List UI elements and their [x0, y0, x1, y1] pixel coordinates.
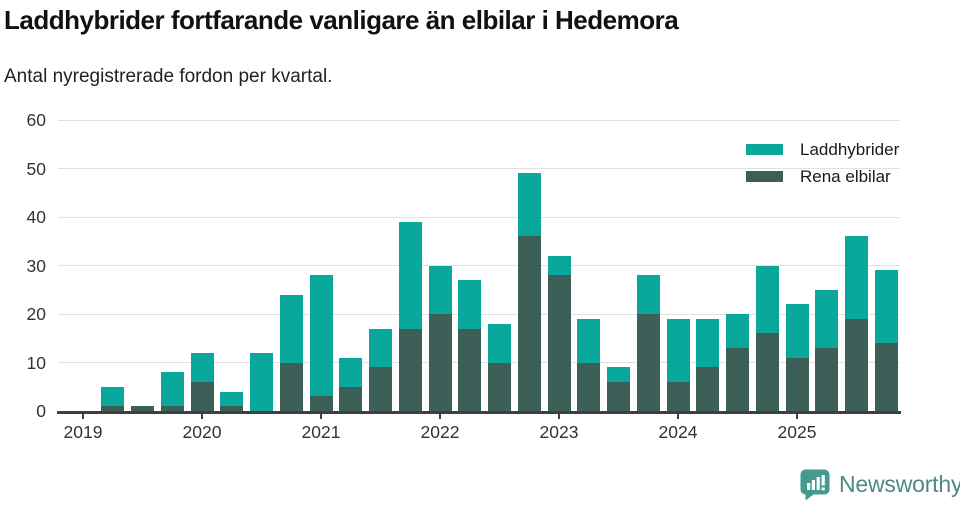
- chart-subtitle: Antal nyregistrerade fordon per kvartal.: [4, 66, 333, 87]
- bar-2024-q4-laddhybrider: [755, 265, 779, 334]
- x-tick-label-2022: 2022: [420, 422, 460, 442]
- bar-2023-q1-laddhybrider: [547, 255, 571, 276]
- bar-2022-q3-rena-elbilar: [488, 362, 511, 411]
- bar-2020-q3-laddhybrider: [250, 352, 273, 411]
- legend: Laddhybrider Rena elbilar: [746, 136, 899, 190]
- plot-area: [58, 110, 900, 411]
- bar-2019-q3-rena-elbilar: [131, 406, 154, 411]
- y-tick-label-30: 30: [26, 255, 46, 276]
- bar-2019-q2-laddhybrider: [101, 386, 125, 407]
- legend-item-laddhybrider: Laddhybrider: [746, 136, 899, 163]
- x-tick-2024: [677, 413, 679, 419]
- bar-2020-q1-rena-elbilar: [190, 381, 214, 411]
- bar-2022-q4-laddhybrider: [517, 173, 541, 237]
- bar-2020-q2-laddhybrider: [220, 391, 244, 407]
- bar-2024-q4-rena-elbilar: [755, 333, 779, 411]
- bar-2023-q3-rena-elbilar: [607, 381, 630, 411]
- gridline-30: [58, 265, 900, 267]
- y-tick-label-20: 20: [26, 304, 46, 325]
- bar-2025-q2-rena-elbilar: [815, 347, 839, 411]
- legend-swatch-laddhybrider: [746, 144, 783, 155]
- x-tick-label-2025: 2025: [777, 422, 817, 442]
- bar-2022-q2-rena-elbilar: [458, 328, 482, 411]
- bar-2021-q3-laddhybrider: [369, 328, 392, 368]
- legend-label-laddhybrider: Laddhybrider: [800, 139, 900, 159]
- bar-2021-q4-rena-elbilar: [398, 328, 422, 411]
- gridline-40: [58, 216, 900, 218]
- bar-2023-q3-laddhybrider: [607, 367, 630, 382]
- x-tick-label-2021: 2021: [301, 422, 341, 442]
- bar-2022-q1-rena-elbilar: [428, 314, 452, 411]
- bar-2020-q4-rena-elbilar: [279, 362, 303, 411]
- bar-2022-q4-rena-elbilar: [517, 236, 541, 411]
- y-tick-label-60: 60: [26, 110, 46, 131]
- x-tick-2020: [201, 413, 203, 419]
- x-tick-label-2023: 2023: [539, 422, 579, 442]
- bar-2025-q1-rena-elbilar: [785, 357, 809, 411]
- bar-2024-q2-rena-elbilar: [696, 367, 720, 411]
- bar-2022-q1-laddhybrider: [428, 265, 452, 315]
- brand-footer[interactable]: Newsworthy: [799, 468, 960, 500]
- bar-2021-q1-laddhybrider: [309, 275, 333, 397]
- bar-2023-q1-rena-elbilar: [547, 275, 571, 411]
- legend-swatch-rena-elbilar: [746, 171, 783, 182]
- bar-2025-q2-laddhybrider: [815, 289, 839, 348]
- brand-name: Newsworthy: [839, 470, 960, 497]
- bar-2021-q4-laddhybrider: [398, 221, 422, 329]
- chart-title: Laddhybrider fortfarande vanligare än el…: [4, 5, 679, 35]
- gridline-50: [58, 168, 900, 170]
- x-tick-label-2019: 2019: [63, 422, 103, 442]
- bar-2021-q1-rena-elbilar: [309, 396, 333, 411]
- gridline-60: [58, 119, 900, 121]
- bar-2024-q2-laddhybrider: [696, 318, 720, 368]
- bar-2022-q2-laddhybrider: [458, 280, 482, 329]
- bar-2019-q4-rena-elbilar: [160, 406, 184, 411]
- x-tick-label-2020: 2020: [182, 422, 222, 442]
- bar-2020-q2-rena-elbilar: [220, 406, 244, 411]
- legend-label-rena-elbilar: Rena elbilar: [800, 166, 891, 186]
- legend-item-rena-elbilar: Rena elbilar: [746, 163, 899, 190]
- x-tick-2022: [439, 413, 441, 419]
- bar-2025-q3-laddhybrider: [845, 236, 868, 319]
- bar-2023-q2-rena-elbilar: [577, 362, 601, 411]
- bar-2020-q1-laddhybrider: [190, 352, 214, 382]
- x-tick-2021: [320, 413, 322, 419]
- bar-2021-q2-rena-elbilar: [339, 386, 363, 411]
- bar-2025-q4-laddhybrider: [874, 270, 898, 344]
- bar-2024-q1-rena-elbilar: [666, 381, 690, 411]
- bar-2019-q4-laddhybrider: [160, 372, 184, 407]
- bar-2025-q3-rena-elbilar: [845, 318, 868, 411]
- bar-2025-q1-laddhybrider: [785, 304, 809, 358]
- bar-2021-q2-laddhybrider: [339, 357, 363, 387]
- x-tick-2019: [82, 413, 84, 419]
- y-tick-label-40: 40: [26, 207, 46, 228]
- bar-2024-q1-laddhybrider: [666, 318, 690, 382]
- bar-2023-q2-laddhybrider: [577, 318, 601, 363]
- x-axis-line: [57, 411, 901, 414]
- bar-2024-q3-laddhybrider: [726, 314, 749, 348]
- bar-2019-q2-rena-elbilar: [101, 406, 125, 411]
- x-tick-2025: [796, 413, 798, 419]
- bar-2023-q4-laddhybrider: [636, 275, 660, 315]
- bar-2020-q4-laddhybrider: [279, 294, 303, 363]
- bar-2024-q3-rena-elbilar: [726, 347, 749, 411]
- y-tick-label-50: 50: [26, 158, 46, 179]
- bar-2025-q4-rena-elbilar: [874, 343, 898, 411]
- bar-2021-q3-rena-elbilar: [369, 367, 392, 411]
- y-tick-label-10: 10: [26, 352, 46, 373]
- x-tick-label-2024: 2024: [658, 422, 698, 442]
- bar-2023-q4-rena-elbilar: [636, 314, 660, 411]
- bar-2022-q3-laddhybrider: [488, 323, 511, 363]
- newsworthy-logo-icon: [800, 469, 830, 500]
- x-tick-2023: [558, 413, 560, 419]
- y-tick-label-0: 0: [36, 401, 46, 421]
